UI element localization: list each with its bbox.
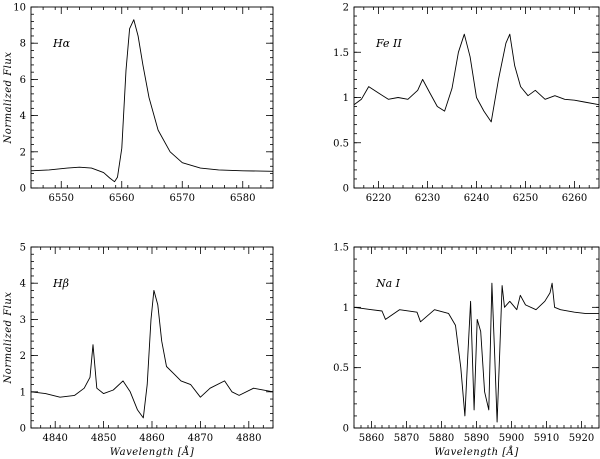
y-axis-title: Normalized Flux xyxy=(3,292,14,385)
x-axis-title: Wavelength [Å] xyxy=(110,446,195,458)
y-tick-label: 0 xyxy=(343,184,349,195)
x-tick-label: 5910 xyxy=(534,433,559,444)
panel-label: Hβ xyxy=(52,277,69,290)
x-tick-label: 6260 xyxy=(562,193,587,204)
y-tick-label: 2 xyxy=(20,147,26,158)
x-tick-label: 4850 xyxy=(91,433,116,444)
x-tick-label: 5880 xyxy=(429,433,454,444)
y-tick-label: 5 xyxy=(20,243,26,254)
y-tick-label: 0.5 xyxy=(333,363,349,374)
y-tick-label: 3 xyxy=(20,315,26,326)
x-tick-label: 6550 xyxy=(49,193,74,204)
x-axis-title: Wavelength [Å] xyxy=(434,446,519,458)
x-tick-label: 5860 xyxy=(359,433,384,444)
y-tick-label: 2 xyxy=(343,3,349,14)
spectrum-line xyxy=(30,19,274,183)
x-tick-label: 5870 xyxy=(394,433,419,444)
y-tick-label: 0 xyxy=(20,424,26,435)
panel-label: Fe II xyxy=(375,37,402,50)
spectrum-line xyxy=(353,282,599,423)
x-tick-label: 6570 xyxy=(170,193,195,204)
x-tick-label: 6580 xyxy=(230,193,255,204)
y-tick-label: 1 xyxy=(20,387,26,398)
x-tick-label: 6220 xyxy=(366,193,391,204)
x-tick-label: 5900 xyxy=(499,433,524,444)
x-tick-label: 5920 xyxy=(569,433,594,444)
y-tick-label: 0.5 xyxy=(333,138,349,149)
panel-top-left: 6550 6560 6570 6580 0 2 4 6 8 10 Hα Normalized Flux xyxy=(3,3,274,204)
y-tick-label: 1 xyxy=(343,93,349,104)
spectrum-line xyxy=(353,33,600,123)
y-tick-label: 0 xyxy=(343,424,349,435)
y-tick-label: 1 xyxy=(343,303,349,314)
y-tick-label: 8 xyxy=(20,39,26,50)
x-tick-label: 6230 xyxy=(415,193,440,204)
y-tick-label: 2 xyxy=(20,351,26,362)
y-tick-label: 6 xyxy=(20,75,26,86)
x-tick-label: 6560 xyxy=(109,193,134,204)
x-tick-label: 4860 xyxy=(139,433,164,444)
y-tick-label: 4 xyxy=(20,279,26,290)
x-tick-label: 4840 xyxy=(42,433,67,444)
panel-bottom-right: 5860 5870 5880 5890 5900 5910 5920 0 0.5 1 1.5 Na I… xyxy=(333,243,600,458)
y-tick-label: 1.5 xyxy=(333,243,349,254)
y-tick-label: 10 xyxy=(13,3,26,14)
x-tick-label: 6240 xyxy=(464,193,489,204)
spectrum-line xyxy=(30,289,274,419)
y-tick-label: 4 xyxy=(20,111,26,122)
panel-label: Na I xyxy=(375,277,401,290)
x-tick-label: 4880 xyxy=(236,433,261,444)
y-tick-label: 1.5 xyxy=(333,48,349,59)
x-tick-label: 5890 xyxy=(464,433,489,444)
y-tick-label: 0 xyxy=(20,184,26,195)
plot-frame xyxy=(30,246,274,429)
plot-frame xyxy=(30,6,274,189)
panel-label: Hα xyxy=(52,37,71,50)
panel-bottom-left: 4840 4850 4860 4870 4880 0 1 2 3 4 5 Hβ Normalized F… xyxy=(3,243,274,458)
x-tick-label: 6250 xyxy=(513,193,538,204)
y-axis-title: Normalized Flux xyxy=(3,52,14,145)
x-tick-label: 4870 xyxy=(188,433,213,444)
panel-top-right: 6220 6230 6240 6250 6260 0 0.5 1 1.5 2 Fe II xyxy=(333,3,600,204)
